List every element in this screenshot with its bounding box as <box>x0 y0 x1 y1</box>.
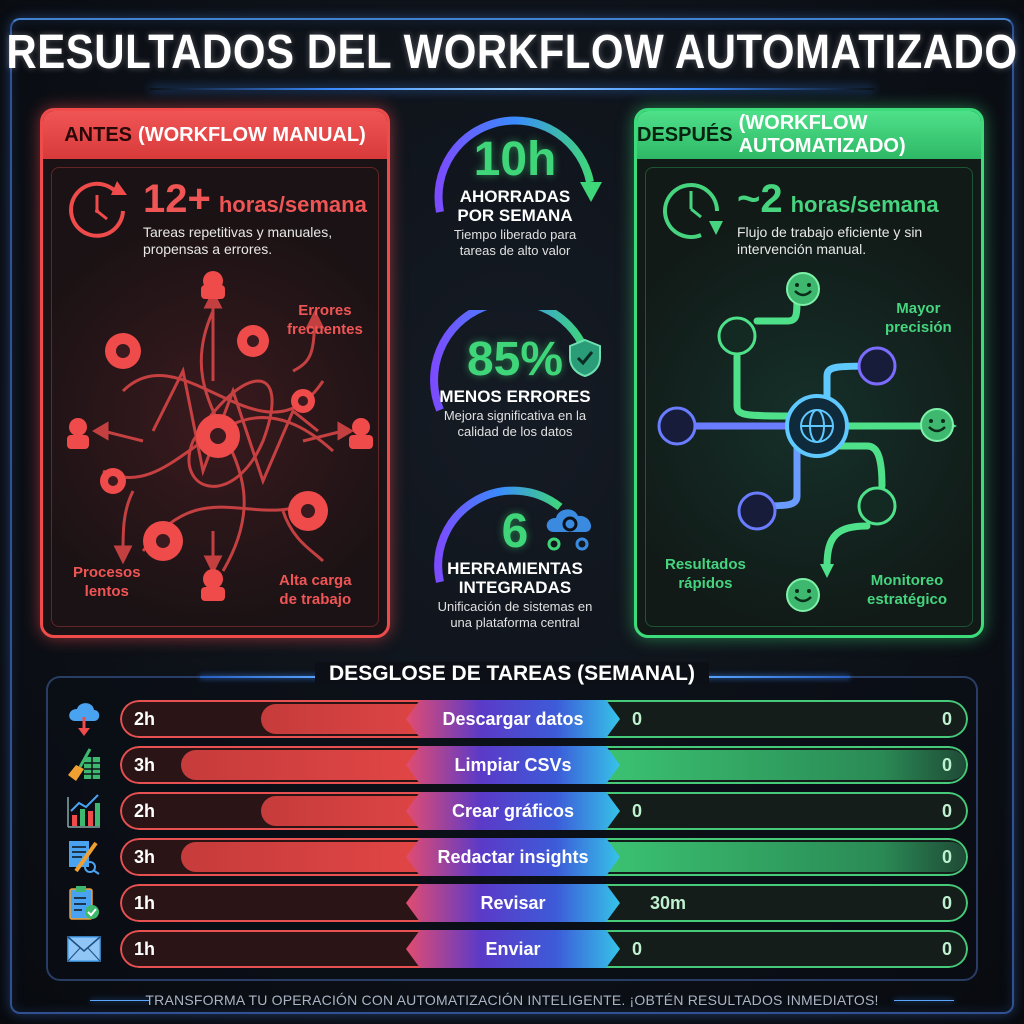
task-bar: Revisar 1h 30m 0 <box>120 884 968 922</box>
breakdown-title-line <box>700 676 850 678</box>
task-bar: Limpiar CSVs 3h 0 <box>120 746 968 784</box>
task-bar: Redactar insights 3h 0 <box>120 838 968 876</box>
label-errores-frecuentes: Errores frecuentes <box>287 302 363 338</box>
after-end-value: 0 <box>941 939 952 959</box>
task-label: Crear gráficos <box>406 792 620 830</box>
after-panel: DESPUÉS (WORKFLOW AUTOMATIZADO) ~2 horas… <box>634 108 984 638</box>
after-end-value: 0 <box>941 847 952 867</box>
metric-error-reduction: 85% MENOS ERRORES Mejora significativa e… <box>410 310 620 440</box>
clock-up-icon <box>69 181 127 238</box>
breakdown-title: DESGLOSE DE TAREAS (SEMANAL) <box>0 662 1024 686</box>
label-alta-carga: Alta carga de trabajo <box>279 572 352 608</box>
after-header-label: DESPUÉS <box>637 123 733 146</box>
after-panel-header: DESPUÉS (WORKFLOW AUTOMATIZADO) <box>637 111 981 159</box>
title-divider <box>150 88 874 90</box>
after-end-value: 0 <box>941 709 952 729</box>
gauge-arc-icon <box>434 486 563 583</box>
task-row-enviar: Enviar 1h 0 0 <box>62 930 968 968</box>
task-label: Limpiar CSVs <box>406 746 620 784</box>
task-label: Revisar <box>406 884 620 922</box>
before-value: 1h <box>134 939 156 959</box>
cloud-download-icon <box>62 701 106 737</box>
before-header-label: ANTES <box>64 123 133 146</box>
cloud-gears-icon <box>546 509 592 551</box>
task-row-redactar-insights: Redactar insights 3h 0 <box>62 838 968 876</box>
before-panel-header: ANTES (WORKFLOW MANUAL) <box>43 111 387 159</box>
automation-hub-diagram <box>657 284 957 578</box>
smiley-icon <box>786 272 820 306</box>
before-value: 2h <box>134 709 156 729</box>
chaos-diagram <box>67 271 373 601</box>
task-row-limpiar-csvs: Limpiar CSVs 3h 0 <box>62 746 968 784</box>
after-value: 0 <box>632 801 643 821</box>
page-title: RESULTADOS DEL WORKFLOW AUTOMATIZADO <box>6 24 1018 79</box>
after-header-sublabel: (WORKFLOW AUTOMATIZADO) <box>738 112 906 157</box>
before-value: 3h <box>134 755 156 775</box>
footer-line <box>894 1000 954 1001</box>
before-panel: ANTES (WORKFLOW MANUAL) 12+ horas/semana… <box>40 108 390 638</box>
after-end-value: 0 <box>941 755 952 775</box>
after-stat: ~2 horas/semana Flujo de trabajo eficien… <box>661 177 939 258</box>
after-description: Flujo de trabajo eficiente y sin interve… <box>737 224 923 257</box>
task-bar: Enviar 1h 0 0 <box>120 930 968 968</box>
label-procesos-lentos: Procesos lentos <box>73 564 141 600</box>
shield-check-icon <box>569 338 601 378</box>
before-header-sublabel: (WORKFLOW MANUAL) <box>138 123 366 146</box>
before-value: 2h <box>134 801 156 821</box>
footer-tagline: TRANSFORMA TU OPERACIÓN CON AUTOMATIZACI… <box>145 992 879 1008</box>
after-value: 0 <box>632 939 643 959</box>
metric-tools-integrated: 6 HERRAMIENTAS INTEGRADAS Unificación de… <box>410 482 620 631</box>
task-label: Redactar insights <box>406 838 620 876</box>
document-pencil-icon <box>62 839 106 875</box>
before-value: 3h <box>134 847 156 867</box>
before-value: 1h <box>134 893 156 913</box>
label-mayor-precision: Mayor precisión <box>885 300 952 336</box>
clock-down-icon <box>663 183 723 239</box>
task-label: Enviar <box>406 930 620 968</box>
task-row-descargar-datos: Descargar datos 2h 0 0 <box>62 700 968 738</box>
metric-hours-saved: 10h AHORRADAS POR SEMANA Tiempo liberado… <box>410 112 620 259</box>
before-stat: 12+ horas/semana Tareas repetitivas y ma… <box>67 177 367 258</box>
clipboard-check-icon <box>62 885 106 921</box>
after-value: 0 <box>632 709 643 729</box>
before-description: Tareas repetitivas y manuales, propensas… <box>143 224 333 257</box>
footer-line <box>90 1000 150 1001</box>
label-resultados-rapidos: Resultados rápidos <box>665 556 746 592</box>
gauge-arc-icon <box>430 310 589 412</box>
task-label: Descargar datos <box>406 700 620 738</box>
before-panel-body <box>51 167 379 627</box>
task-bar: Descargar datos 2h 0 0 <box>120 700 968 738</box>
arrow-down-gauge-icon <box>434 116 602 213</box>
task-row-revisar: Revisar 1h 30m 0 <box>62 884 968 922</box>
envelope-icon <box>62 931 106 967</box>
task-row-crear-graficos: Crear gráficos 2h 0 0 <box>62 792 968 830</box>
label-monitoreo-estrategico: Monitoreo estratégico <box>867 572 948 608</box>
after-value: 30m <box>650 893 687 913</box>
bar-chart-icon <box>62 793 106 829</box>
smiley-icon <box>920 408 954 442</box>
broom-spreadsheet-icon <box>62 747 106 783</box>
task-bar: Crear gráficos 2h 0 0 <box>120 792 968 830</box>
after-end-value: 0 <box>941 893 952 913</box>
after-end-value: 0 <box>941 801 952 821</box>
after-hours: ~2 horas/semana <box>737 177 939 221</box>
breakdown-title-line <box>200 676 325 678</box>
before-hours: 12+ horas/semana <box>143 177 367 221</box>
smiley-icon <box>786 578 820 612</box>
